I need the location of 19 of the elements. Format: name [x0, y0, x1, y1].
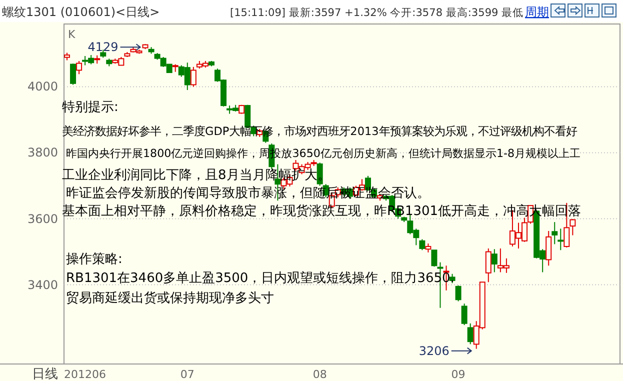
- text: 周期: [525, 5, 549, 19]
- annotation: 操作策略:: [66, 252, 122, 267]
- text: 日线: [32, 367, 58, 381]
- annotation: K: [68, 28, 76, 41]
- annotation: 美经济数据好坏参半，二季度GDP大幅下修，市场对西班牙2013年预算案较为乐观，不过评级机构不看好: [62, 125, 577, 138]
- y-tick-label: 4000: [27, 80, 58, 94]
- annotation: 3206: [418, 344, 450, 358]
- x-tick-label: 201206: [64, 368, 106, 381]
- y-tick-label: 3600: [27, 212, 58, 226]
- x-tick-label: 09: [451, 368, 466, 381]
- chart-subtitle: [15:11:09] 最新:3597 +1.32% 今开:3578 最高:3599 最低: [230, 6, 524, 19]
- annotation: 4129: [88, 40, 118, 54]
- y-tick-label: 3400: [27, 278, 58, 292]
- y-tick-label: 3800: [27, 146, 58, 160]
- annotation: 贸易商延缓出货或保持期现净多头寸: [66, 291, 274, 306]
- x-tick-label: 08: [312, 368, 327, 381]
- x-tick-label: 07: [180, 368, 194, 381]
- chart-title: 螺纹1301 (010601)<日线>: [2, 5, 160, 19]
- annotation: 特别提示:: [62, 100, 118, 115]
